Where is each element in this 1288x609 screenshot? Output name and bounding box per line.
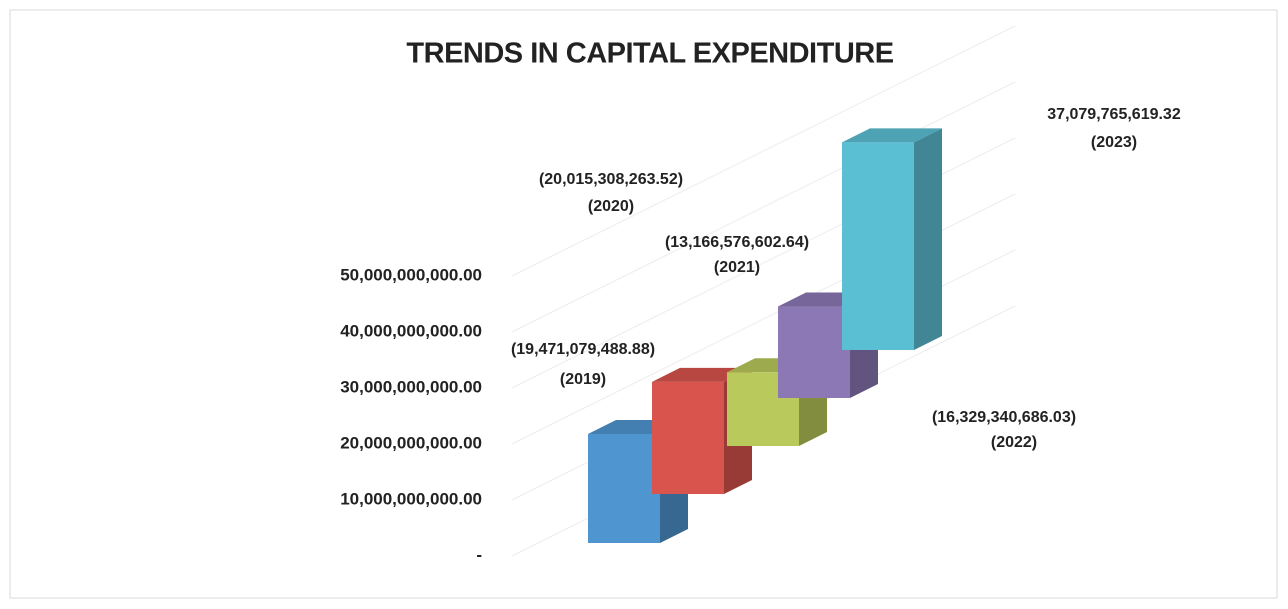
category-label: (2022) — [991, 434, 1037, 451]
bar — [588, 433, 660, 543]
bar — [842, 142, 914, 350]
y-tick-label: - — [476, 545, 482, 564]
data-label: 37,079,765,619.32 — [1047, 106, 1181, 123]
y-tick-label: 40,000,000,000.00 — [340, 321, 482, 340]
data-label: (13,166,576,602.64) — [665, 234, 809, 251]
y-tick-label: 30,000,000,000.00 — [340, 377, 482, 396]
category-label: (2021) — [714, 259, 760, 276]
grid-line — [511, 81, 1016, 333]
data-label: (19,471,079,488.88) — [511, 341, 655, 358]
bar — [652, 381, 724, 494]
chart-title: TRENDS IN CAPITAL EXPENDITURE — [406, 38, 893, 70]
y-tick-label: 10,000,000,000.00 — [340, 489, 482, 508]
data-label: (16,329,340,686.03) — [932, 409, 1076, 426]
y-tick-label: 20,000,000,000.00 — [340, 433, 482, 452]
data-label: (20,015,308,263.52) — [539, 171, 683, 188]
bar-top — [842, 128, 942, 143]
y-tick-label: 50,000,000,000.00 — [340, 265, 482, 284]
bar-side — [914, 128, 942, 350]
bar — [778, 306, 850, 398]
grid-line — [511, 25, 1016, 277]
category-label: (2019) — [560, 371, 606, 388]
category-label: (2023) — [1091, 134, 1137, 151]
category-label: (2020) — [588, 198, 634, 215]
